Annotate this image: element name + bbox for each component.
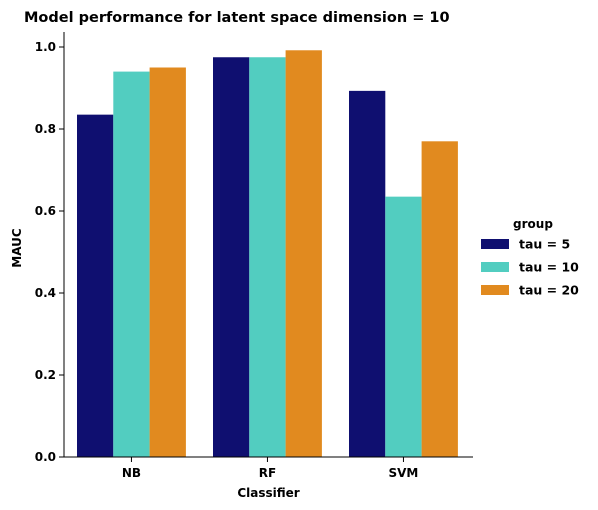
bar-nb-series-3 xyxy=(149,67,186,457)
x-axis: NB RF SVM xyxy=(64,456,473,480)
x-axis-label: Classifier xyxy=(237,486,299,500)
legend-label: tau = 10 xyxy=(519,260,579,275)
plot-area xyxy=(77,50,458,458)
legend: group tau = 5 tau = 10 tau = 20 xyxy=(481,217,579,298)
bar-svm-series-1 xyxy=(349,90,386,458)
y-axis: 0.0 0.2 0.4 0.6 0.8 1.0 xyxy=(35,32,65,464)
bar-svm-series-2 xyxy=(385,196,422,457)
chart-title: Model performance for latent space dimen… xyxy=(24,10,450,26)
y-tick-label: 1.0 xyxy=(35,40,56,54)
x-tick-label: NB xyxy=(122,466,141,480)
legend-label: tau = 5 xyxy=(519,237,570,252)
legend-title: group xyxy=(513,217,553,231)
legend-swatch xyxy=(481,239,509,249)
legend-swatch xyxy=(481,285,509,295)
bar-nb-series-1 xyxy=(77,114,114,458)
x-tick-label: RF xyxy=(259,466,276,480)
legend-swatch xyxy=(481,262,509,272)
y-tick-label: 0.8 xyxy=(35,122,56,136)
y-tick-label: 0.4 xyxy=(35,286,56,300)
bar-rf-series-1 xyxy=(213,57,250,457)
bar-svm-series-3 xyxy=(421,141,458,458)
y-tick-label: 0.6 xyxy=(35,204,56,218)
x-tick-label: SVM xyxy=(389,466,419,480)
bar-rf-series-3 xyxy=(285,50,322,457)
bar-rf-series-2 xyxy=(249,57,286,457)
legend-label: tau = 20 xyxy=(519,283,579,298)
bar-nb-series-2 xyxy=(113,71,150,457)
y-tick-label: 0.0 xyxy=(35,450,56,464)
y-axis-label: MAUC xyxy=(10,228,24,268)
y-tick-label: 0.2 xyxy=(35,368,56,382)
